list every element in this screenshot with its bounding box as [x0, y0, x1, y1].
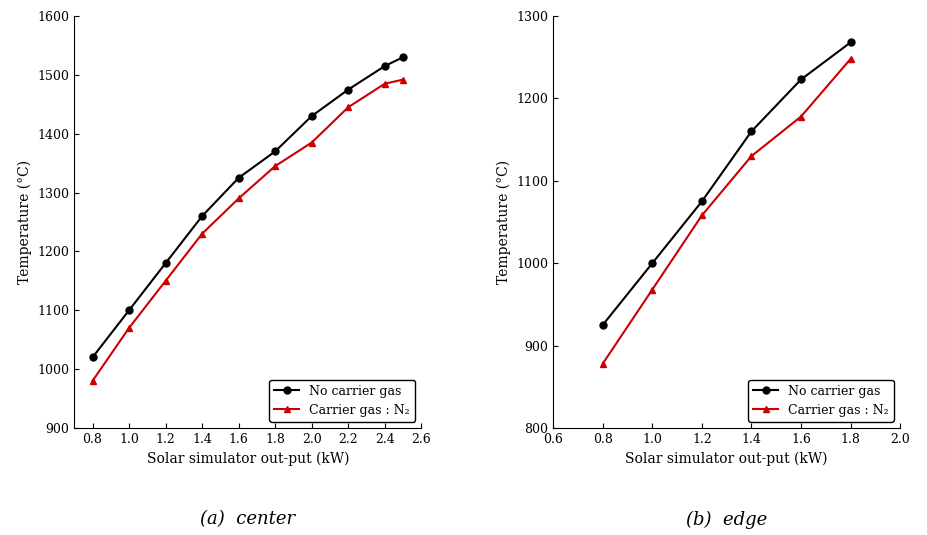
No carrier gas [397, 54, 408, 60]
Carrier gas : N₂: (1.8, 1.34e+03): N₂: (1.8, 1.34e+03) [269, 163, 280, 170]
Carrier gas : N₂: (2.2, 1.44e+03): N₂: (2.2, 1.44e+03) [342, 104, 353, 111]
X-axis label: Solar simulator out-put (kW): Solar simulator out-put (kW) [625, 452, 827, 466]
Line: Carrier gas : N₂: Carrier gas : N₂ [89, 76, 406, 384]
Carrier gas : N₂: (2.4, 1.48e+03): N₂: (2.4, 1.48e+03) [379, 81, 390, 87]
No carrier gas [646, 260, 657, 266]
No carrier gas [342, 87, 353, 93]
Carrier gas : N₂: (0.8, 980): N₂: (0.8, 980) [87, 378, 98, 384]
Carrier gas : N₂: (1, 968): N₂: (1, 968) [646, 286, 657, 293]
No carrier gas [197, 213, 208, 219]
Text: (b)  edge: (b) edge [685, 510, 767, 529]
Carrier gas : N₂: (2, 1.38e+03): N₂: (2, 1.38e+03) [306, 140, 317, 146]
No carrier gas [379, 63, 390, 70]
Legend: No carrier gas, Carrier gas : N₂: No carrier gas, Carrier gas : N₂ [747, 379, 893, 422]
No carrier gas [269, 148, 280, 155]
Line: Carrier gas : N₂: Carrier gas : N₂ [599, 56, 853, 367]
Line: No carrier gas: No carrier gas [599, 39, 853, 328]
Carrier gas : N₂: (1.6, 1.29e+03): N₂: (1.6, 1.29e+03) [233, 195, 244, 202]
Carrier gas : N₂: (2.5, 1.49e+03): N₂: (2.5, 1.49e+03) [397, 77, 408, 83]
Carrier gas : N₂: (1.4, 1.23e+03): N₂: (1.4, 1.23e+03) [197, 231, 208, 237]
Carrier gas : N₂: (1.2, 1.06e+03): N₂: (1.2, 1.06e+03) [695, 212, 706, 219]
No carrier gas [745, 128, 756, 135]
Y-axis label: Temperature (°C): Temperature (°C) [18, 160, 32, 284]
No carrier gas [233, 174, 244, 181]
Text: (a)  center: (a) center [200, 510, 295, 529]
No carrier gas [794, 77, 806, 83]
No carrier gas [306, 113, 317, 119]
Carrier gas : N₂: (1.2, 1.15e+03): N₂: (1.2, 1.15e+03) [159, 278, 171, 284]
No carrier gas [87, 354, 98, 361]
Y-axis label: Temperature (°C): Temperature (°C) [496, 160, 510, 284]
No carrier gas [159, 260, 171, 266]
X-axis label: Solar simulator out-put (kW): Solar simulator out-put (kW) [146, 452, 349, 466]
No carrier gas [844, 39, 856, 45]
Carrier gas : N₂: (0.8, 878): N₂: (0.8, 878) [596, 361, 607, 367]
Carrier gas : N₂: (1.8, 1.25e+03): N₂: (1.8, 1.25e+03) [844, 56, 856, 62]
Line: No carrier gas: No carrier gas [89, 54, 406, 361]
Carrier gas : N₂: (1.6, 1.18e+03): N₂: (1.6, 1.18e+03) [794, 113, 806, 120]
Carrier gas : N₂: (1, 1.07e+03): N₂: (1, 1.07e+03) [123, 325, 134, 331]
Carrier gas : N₂: (1.4, 1.13e+03): N₂: (1.4, 1.13e+03) [745, 153, 756, 159]
No carrier gas [123, 307, 134, 314]
Legend: No carrier gas, Carrier gas : N₂: No carrier gas, Carrier gas : N₂ [269, 379, 414, 422]
No carrier gas [596, 322, 607, 328]
No carrier gas [695, 198, 706, 204]
